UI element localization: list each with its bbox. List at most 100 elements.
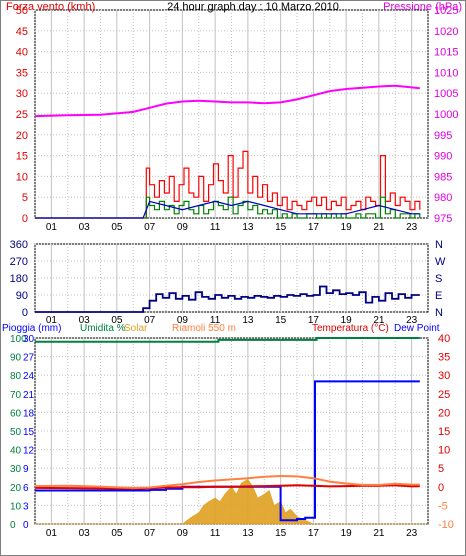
x-tick-label: 01 — [46, 315, 58, 326]
x-tick-label: 05 — [111, 315, 123, 326]
average-wind-line — [35, 200, 420, 219]
temp-tick-label: 35 — [438, 352, 450, 364]
left-tick-label: 25 — [16, 109, 28, 121]
x-tick-label: 17 — [308, 315, 320, 326]
rain-tick-label: 21 — [23, 390, 35, 401]
temp-tick-label: 15 — [438, 426, 450, 438]
right-tick-label: 995 — [434, 130, 452, 142]
temp-ticks: 01 03 05 07 09 11 13 15 17 19 21 230 0 -1010 3 -520 6 030… — [10, 333, 454, 539]
right-tick-label: 1010 — [434, 67, 458, 79]
compass-label: S — [435, 273, 442, 285]
rain-label: Pioggia (mm) — [2, 323, 61, 334]
left-tick-label: 0 — [22, 213, 28, 225]
x-tick-label: 23 — [406, 315, 418, 326]
x-tick-label: 13 — [242, 528, 254, 539]
left-tick-label: 270 — [10, 256, 28, 268]
x-tick-label: 21 — [373, 528, 385, 539]
solar-area — [35, 479, 428, 525]
x-tick-label: 19 — [341, 315, 353, 326]
x-tick-label: 15 — [275, 222, 287, 233]
x-tick-label: 09 — [177, 528, 189, 539]
right-tick-label: 985 — [434, 171, 452, 183]
left-tick-label: 35 — [16, 67, 28, 79]
temp-grid — [34, 337, 429, 525]
humidity-tick-label: 30 — [10, 464, 22, 475]
pressure-line — [34, 84, 420, 118]
rain-tick-label: 18 — [23, 408, 35, 419]
humidity-tick-label: 10 — [10, 501, 22, 512]
x-tick-label: 07 — [144, 222, 156, 233]
right-tick-label: 1005 — [434, 88, 458, 100]
dew-point-label: Dew Point — [394, 323, 440, 334]
direction-series — [35, 285, 420, 313]
x-tick-label: 23 — [406, 528, 418, 539]
humidity-tick-label: 100 — [10, 334, 27, 345]
x-tick-label: 15 — [275, 528, 287, 539]
x-tick-label: 21 — [373, 222, 385, 233]
x-tick-label: 17 — [308, 222, 320, 233]
x-tick-label: 11 — [210, 222, 221, 233]
left-tick-label: 40 — [16, 47, 28, 59]
wind-series — [34, 84, 421, 219]
x-tick-label: 01 — [46, 222, 58, 233]
humidity-tick-label: 40 — [10, 446, 22, 457]
right-tick-label: 1000 — [434, 109, 458, 121]
wind-direction-panel: 01 03 05 07 09 11 13 15 17 19 21 23 0 N 90 E 180 S 270 W 360… — [10, 239, 446, 326]
compass-label: W — [435, 256, 446, 268]
x-tick-label: 23 — [406, 222, 418, 233]
x-tick-label: 05 — [111, 528, 123, 539]
compass-label: N — [435, 239, 443, 251]
rain-tick-label: 9 — [23, 464, 29, 475]
left-tick-label: 90 — [16, 290, 28, 302]
temp-tick-label: 5 — [438, 463, 444, 475]
left-tick-label: 10 — [16, 171, 28, 183]
wind-speed-label: Forza vento (kmh) — [6, 1, 95, 13]
humidity-tick-label: 90 — [10, 353, 22, 364]
left-tick-label: 15 — [16, 151, 28, 163]
x-tick-label: 09 — [177, 315, 189, 326]
wind-line — [35, 196, 421, 219]
x-tick-label: 17 — [308, 528, 320, 539]
x-tick-label: 07 — [144, 528, 156, 539]
rain-tick-label: 24 — [23, 371, 35, 382]
x-tick-label: 03 — [79, 315, 91, 326]
left-tick-label: 20 — [16, 130, 28, 142]
temp-tick-label: 25 — [438, 389, 450, 401]
rain-tick-label: 6 — [23, 483, 29, 494]
temperature-label: Temperatura (°C) — [312, 323, 389, 334]
right-tick-label: 980 — [434, 192, 452, 204]
temp-tick-label: 10 — [438, 445, 450, 457]
temp-tick-label: -10 — [438, 519, 454, 531]
dew-point-line — [34, 474, 420, 489]
wind-ticks: 01 03 05 07 09 11 13 15 17 19 21 230510152025303540… — [16, 5, 459, 233]
x-tick-label: 05 — [111, 222, 123, 233]
x-tick-label: 19 — [341, 222, 353, 233]
x-tick-label: 19 — [341, 528, 353, 539]
temp-tick-label: -5 — [438, 500, 448, 512]
direction-ticks: 01 03 05 07 09 11 13 15 17 19 21 23 0 N 90 E 180 S 270 W 360… — [10, 239, 446, 326]
wind-pressure-panel: 01 03 05 07 09 11 13 15 17 19 21 230510152025303540… — [6, 1, 462, 233]
rain-tick-label: 30 — [23, 334, 35, 345]
rain-tick-label: 0 — [23, 520, 29, 531]
x-tick-label: 09 — [177, 222, 189, 233]
compass-label: N — [435, 307, 443, 319]
direction-line — [35, 285, 420, 313]
right-tick-label: 1025 — [434, 5, 458, 17]
humidity-line — [35, 337, 420, 343]
wind-line — [35, 150, 421, 219]
humidity-tick-label: 70 — [10, 390, 22, 401]
right-tick-label: 990 — [434, 151, 452, 163]
right-tick-label: 1020 — [434, 26, 458, 38]
humidity-label: Umidita % — [80, 323, 126, 334]
x-tick-label: 13 — [242, 222, 254, 233]
temp-tick-label: 20 — [438, 407, 450, 419]
temp-series — [34, 337, 428, 525]
temp-tick-label: 30 — [438, 370, 450, 382]
x-tick-label: 15 — [275, 315, 287, 326]
left-tick-label: 30 — [16, 88, 28, 100]
humidity-tick-label: 80 — [10, 371, 22, 382]
x-tick-label: 13 — [242, 315, 254, 326]
x-tick-label: 21 — [373, 315, 385, 326]
rain-tick-label: 27 — [23, 353, 35, 364]
